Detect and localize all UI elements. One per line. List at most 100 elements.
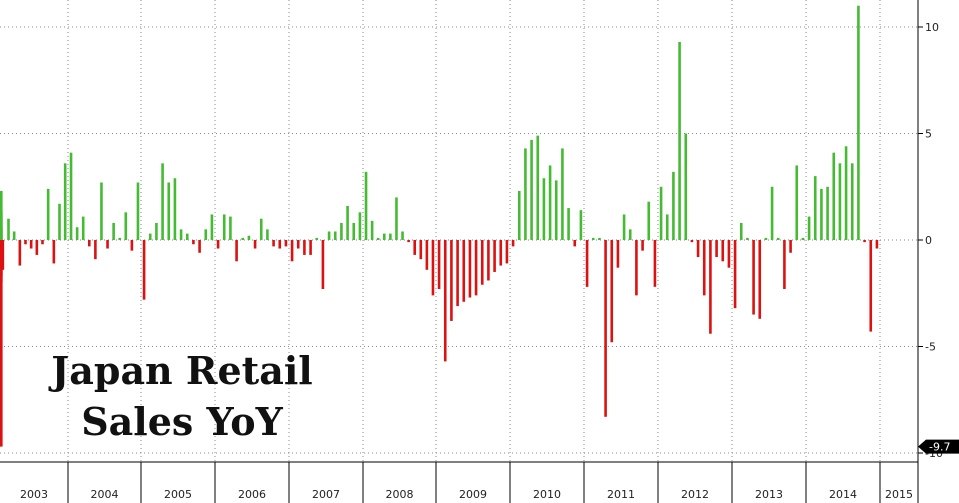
chart-title: Japan Retail Sales YoY (48, 348, 312, 444)
bar-14 (81, 216, 85, 240)
bar-61 (370, 220, 374, 240)
bar-150 (0, 237, 3, 240)
bar-122 (746, 237, 749, 240)
bar-29 (173, 178, 177, 240)
bar-101 (616, 240, 620, 268)
bar-102 (622, 214, 626, 240)
bar-8 (46, 188, 50, 240)
bar-131 (801, 237, 805, 240)
bar-25 (148, 233, 152, 240)
x-tick-label-3: 2006 (238, 488, 266, 501)
bar-24 (142, 240, 146, 300)
bar-124 (758, 240, 762, 319)
bar-57 (346, 205, 349, 240)
bar-133 (813, 176, 817, 240)
bar-46 (278, 240, 282, 249)
bar-44 (266, 229, 269, 240)
bar-26 (155, 222, 158, 240)
bar-12 (69, 152, 73, 240)
x-tick-label-5: 2008 (386, 488, 414, 501)
x-tick-label-4: 2007 (312, 488, 340, 501)
bar-90 (548, 165, 552, 240)
bar-93 (567, 208, 570, 240)
bar-127 (776, 237, 780, 240)
bar-97 (591, 237, 595, 240)
bar-51 (309, 240, 312, 255)
bar-74 (450, 240, 453, 321)
bar-105 (641, 240, 644, 251)
bar-56 (340, 222, 343, 240)
bar-41 (247, 235, 251, 240)
bar-118 (721, 240, 725, 262)
bar-21 (124, 212, 128, 240)
bar-18 (106, 240, 109, 249)
bar-129 (789, 240, 792, 253)
bar-128 (783, 240, 786, 289)
x-axis-ticks: 2003 2004 2005 2006 2007 2008 2009 2010 2011 2012… (20, 462, 913, 503)
bar-154 (0, 240, 3, 447)
bar-30 (179, 229, 183, 240)
last-value-callout: -9.7 (918, 439, 959, 454)
bar-100 (610, 240, 614, 343)
x-tick-label-1: 2004 (91, 488, 119, 501)
bar-20 (118, 237, 122, 240)
bar-136 (832, 152, 836, 240)
bar-11 (63, 163, 67, 240)
bar-47 (284, 240, 288, 247)
bar-112 (684, 133, 688, 240)
bar-86 (524, 148, 527, 240)
bar-77 (468, 240, 472, 298)
bar-142 (869, 240, 873, 332)
x-tick-label-12: 2015 (885, 488, 913, 501)
bar-13 (75, 227, 79, 240)
bar-53 (321, 240, 325, 289)
bar-40 (241, 237, 245, 240)
bar-27 (161, 163, 164, 240)
x-tick-label-10: 2013 (755, 488, 783, 501)
bar-126 (770, 186, 774, 240)
bar-52 (315, 237, 319, 240)
bar-83 (505, 240, 509, 264)
bar-17 (100, 182, 103, 240)
bar-58 (352, 222, 356, 240)
bar-50 (303, 240, 306, 255)
bar-91 (554, 180, 558, 240)
bar-2 (12, 231, 16, 240)
callout-value: -9.7 (929, 441, 950, 454)
bar-64 (389, 233, 392, 240)
bar-28 (167, 182, 171, 240)
x-tick-label-9: 2012 (681, 488, 709, 501)
bar-23 (136, 182, 140, 240)
bar-34 (204, 229, 208, 240)
bar-121 (739, 222, 743, 240)
bar-134 (820, 188, 823, 240)
bar-117 (715, 240, 718, 258)
bar-132 (807, 216, 811, 240)
bar-76 (462, 240, 466, 302)
bar-0 (1, 240, 5, 270)
bar-63 (382, 233, 386, 240)
bar-143 (875, 240, 879, 249)
bar-125 (764, 237, 768, 240)
x-tick-label-0: 2003 (20, 488, 48, 501)
bar-33 (198, 240, 201, 253)
y-tick-label-0: 10 (925, 21, 939, 34)
bar-103 (628, 229, 632, 240)
bar-110 (672, 171, 675, 240)
bar-106 (647, 201, 651, 240)
bar-70 (425, 240, 429, 270)
bar-107 (653, 240, 657, 287)
bar-148 (0, 210, 3, 240)
bar-99 (604, 240, 607, 417)
bar-89 (542, 178, 546, 240)
bar-108 (659, 186, 663, 240)
bar-38 (229, 216, 232, 240)
plot-background (0, 0, 918, 462)
bar-138 (844, 146, 848, 240)
bar-39 (235, 240, 238, 262)
bar-54 (327, 231, 331, 240)
bar-71 (431, 240, 435, 296)
bar-35 (210, 214, 214, 240)
bar-48 (290, 240, 294, 262)
